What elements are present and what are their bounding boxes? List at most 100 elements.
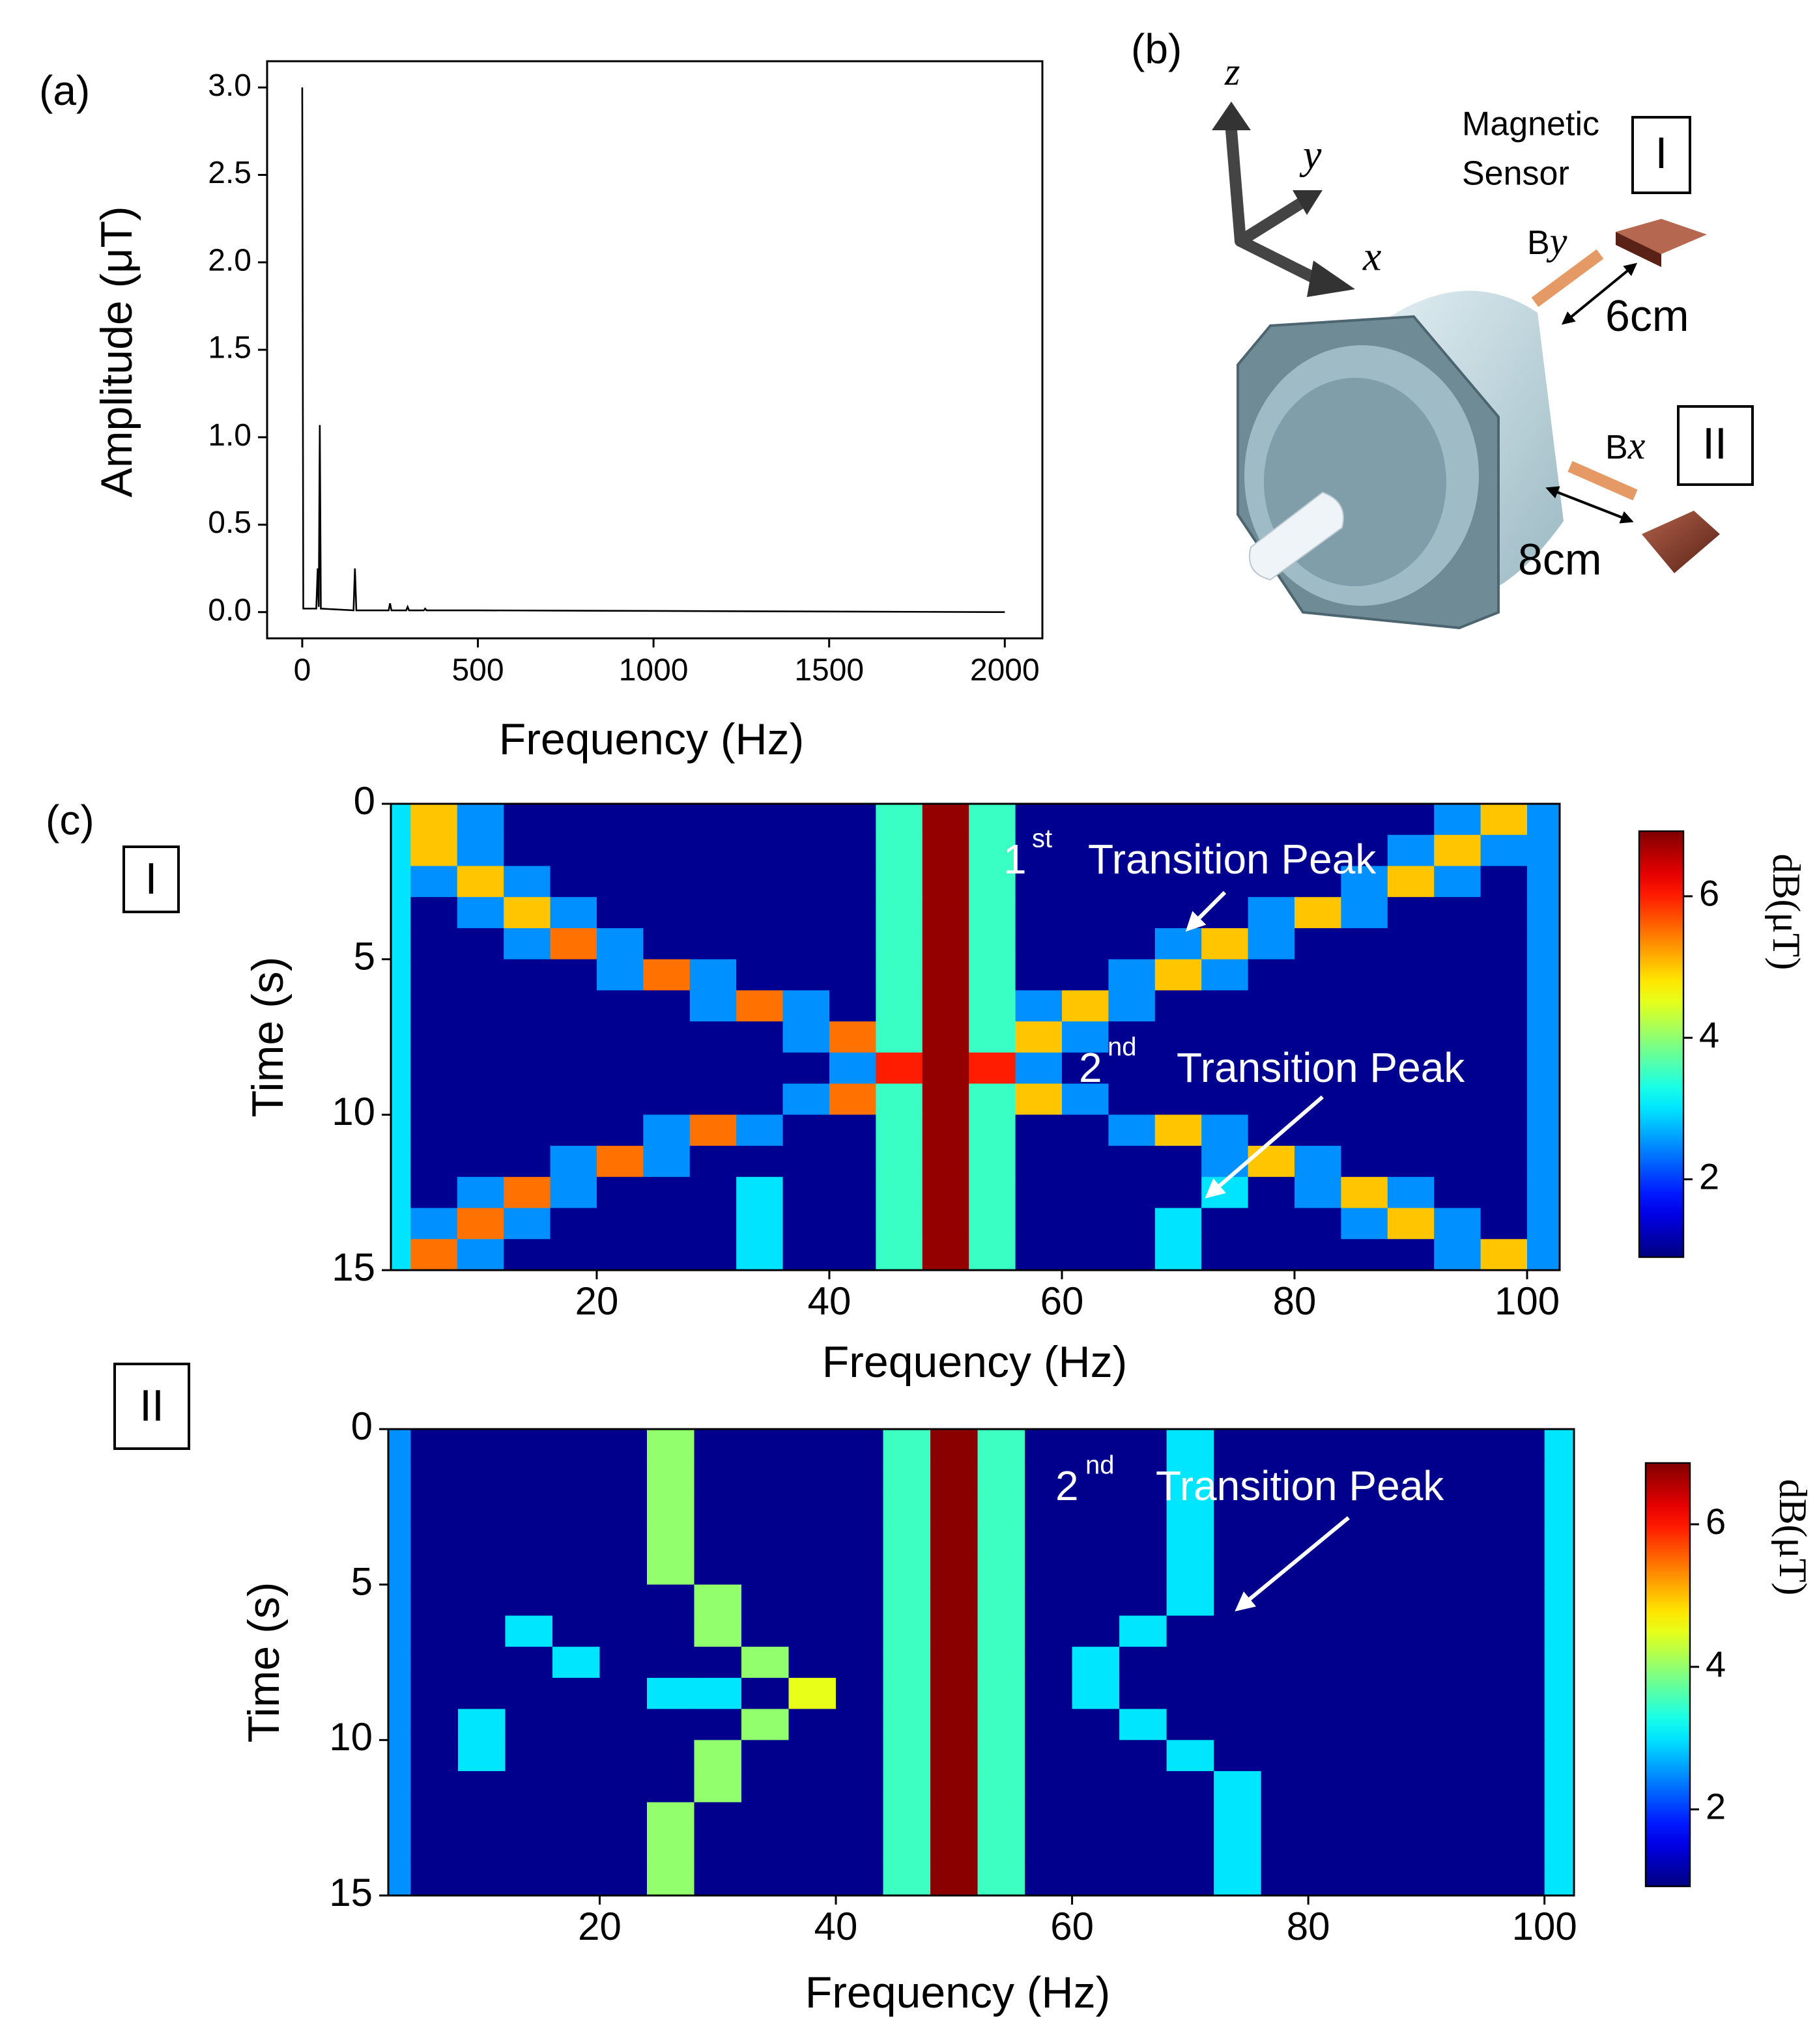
heatmap-cell xyxy=(1166,1709,1215,1741)
heatmap-cell xyxy=(1108,1021,1156,1053)
heatmap-cell xyxy=(876,866,923,898)
heatmap-cell xyxy=(836,1771,884,1803)
colorbar-label: dB(μT) xyxy=(1765,854,1808,971)
heatmap-cell xyxy=(694,1771,743,1803)
heatmap-cell xyxy=(388,1429,412,1461)
heatmap-cell xyxy=(741,1740,790,1772)
heatmap-cell xyxy=(1355,1491,1404,1524)
heatmap-cell xyxy=(1450,1677,1498,1710)
heatmap-cell xyxy=(550,959,597,991)
heatmap-cell xyxy=(1544,1802,1574,1834)
heatmap-cell xyxy=(596,804,644,836)
heatmap-cell xyxy=(782,1176,830,1209)
heatmap-cell xyxy=(1248,990,1296,1023)
heatmap-cell xyxy=(1119,1429,1167,1461)
heatmap-cell xyxy=(969,1146,1016,1178)
heatmap-cell xyxy=(1450,1647,1498,1679)
heatmap-cell xyxy=(1295,1114,1342,1147)
heatmap-cell xyxy=(1201,834,1249,867)
shaft xyxy=(1249,491,1344,581)
heatmap-cell xyxy=(788,1429,837,1461)
heatmap-cell xyxy=(1015,1239,1063,1270)
heatmap-cell xyxy=(552,1429,601,1461)
heatmap-cell xyxy=(596,866,644,898)
plot-frame xyxy=(387,1428,1575,1897)
heatmap-cell xyxy=(596,1208,644,1240)
heatmap-cell xyxy=(1201,1146,1249,1178)
heatmap-cell xyxy=(1403,1864,1451,1895)
sensor-id: II xyxy=(1702,419,1727,468)
heatmap-cell xyxy=(1450,1460,1498,1492)
heatmap-cell xyxy=(1295,1208,1342,1240)
heatmap-cell xyxy=(550,1083,597,1116)
heatmap-cell xyxy=(410,1709,459,1741)
heatmap-cell xyxy=(977,1677,1026,1710)
heatmap-cell xyxy=(1355,1771,1404,1803)
heatmap-cell xyxy=(1015,1083,1063,1116)
heatmap-cell xyxy=(1154,1146,1203,1178)
heatmap-cell xyxy=(876,1052,923,1085)
heatmap-cell xyxy=(1308,1429,1356,1461)
heatmap-cell xyxy=(876,1021,923,1053)
heatmap-cell xyxy=(1201,1239,1249,1270)
heatmap-cell xyxy=(410,1522,459,1554)
heatmap-cell xyxy=(1166,1833,1215,1866)
heatmap-cell xyxy=(1355,1709,1404,1741)
heatmap-cell xyxy=(1214,1709,1262,1741)
heatmap-cell xyxy=(643,1021,691,1053)
heatmap-cell xyxy=(969,866,1016,898)
heatmap-cell xyxy=(1201,928,1249,960)
heatmap-cell xyxy=(1341,1021,1388,1053)
heatmap-cell xyxy=(1015,1052,1063,1085)
y-axis-label: Time (s) xyxy=(243,957,293,1118)
heatmap-cell xyxy=(788,1833,837,1866)
heatmap-cell xyxy=(829,928,877,960)
heatmap-cell xyxy=(1166,1491,1215,1524)
heatmap-cell xyxy=(596,834,644,867)
heatmap-cell xyxy=(883,1771,932,1803)
heatmap-cell xyxy=(1355,1647,1404,1679)
heatmap-cell xyxy=(876,897,923,929)
heatmap-cell xyxy=(1248,834,1296,867)
y-tick-label: 1.5 xyxy=(208,331,251,365)
heatmap-cell xyxy=(391,1114,412,1147)
heatmap-cell xyxy=(1527,1176,1560,1209)
heatmap-cell xyxy=(596,928,644,960)
heatmap-cell xyxy=(922,866,970,898)
heatmap-cell xyxy=(977,1740,1026,1772)
y-tick-label: 2.5 xyxy=(208,156,251,190)
heatmap-cell xyxy=(1497,1709,1545,1741)
heatmap-cell xyxy=(829,959,877,991)
heatmap-cell xyxy=(876,834,923,867)
heatmap-cell xyxy=(883,1647,932,1679)
heatmap-cell xyxy=(1434,1208,1481,1240)
heatmap-cell xyxy=(596,1021,644,1053)
heatmap-cell xyxy=(883,1864,932,1895)
heatmap-cell xyxy=(410,866,458,898)
colorbar-tick-label: 2 xyxy=(1706,1786,1726,1827)
heatmap-cell xyxy=(1355,1833,1404,1866)
sensor-box xyxy=(122,845,180,913)
heatmap-cell xyxy=(969,897,1016,929)
heatmap-cell xyxy=(1015,928,1063,960)
heatmap-cell xyxy=(410,834,458,867)
heatmap-cell xyxy=(1480,959,1528,991)
heatmap-cell xyxy=(836,1833,884,1866)
heatmap-cell xyxy=(1403,1677,1451,1710)
x-tick-label: 60 xyxy=(1040,1279,1084,1323)
heatmap-cell xyxy=(1248,959,1296,991)
heatmap-cell xyxy=(1295,928,1342,960)
heatmap-cell xyxy=(689,866,737,898)
heatmap-cell xyxy=(599,1647,648,1679)
heatmap-cell xyxy=(883,1615,932,1648)
heatmap-cell xyxy=(883,1802,932,1834)
heatmap-cell xyxy=(391,1176,412,1209)
heatmap-cell xyxy=(694,1647,743,1679)
heatmap-cell xyxy=(388,1647,412,1679)
heatmap-cell xyxy=(1119,1647,1167,1679)
heatmap-cell xyxy=(599,1584,648,1617)
heatmap-cell xyxy=(410,1647,459,1679)
heatmap-cell xyxy=(552,1647,601,1679)
heatmap-cell xyxy=(1214,1460,1262,1492)
heatmap-cell xyxy=(930,1647,979,1679)
